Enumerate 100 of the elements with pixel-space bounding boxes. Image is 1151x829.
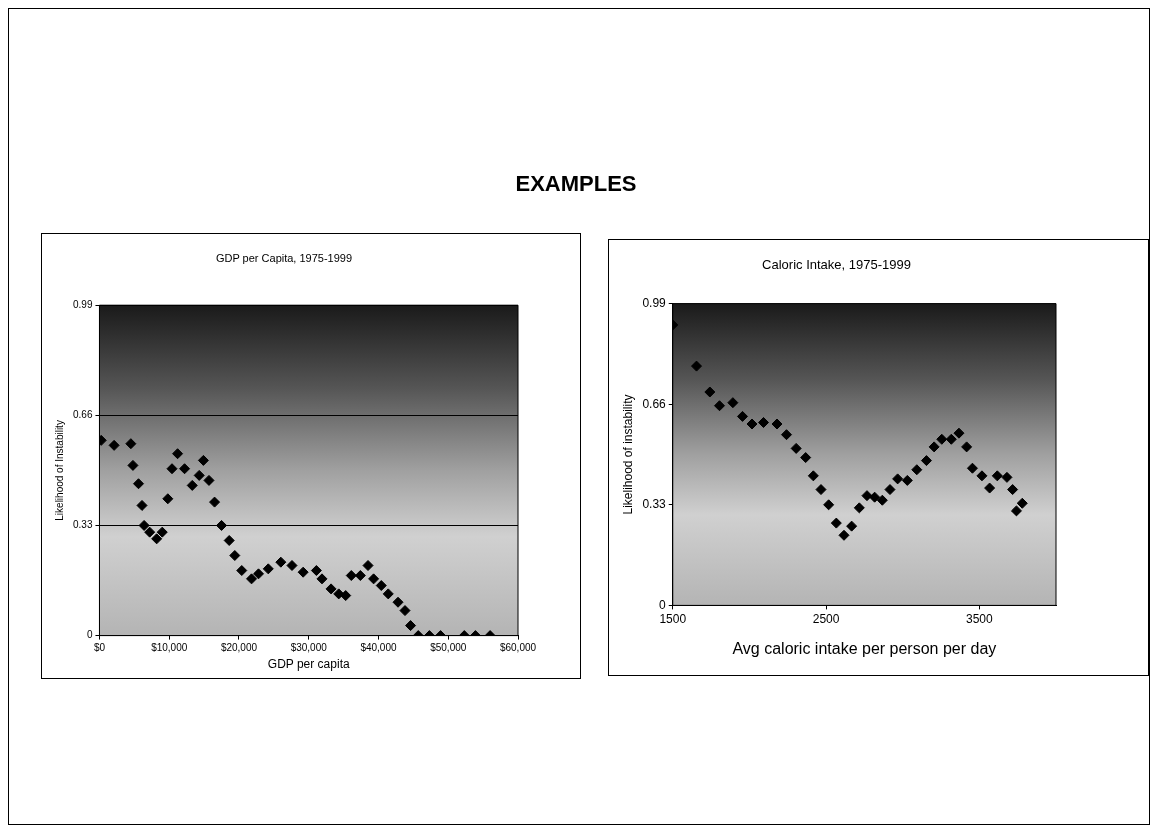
y-tick-label: 0.33 [72, 519, 93, 531]
point [127, 459, 139, 471]
x-tick-label: 1500 [659, 611, 687, 626]
point [727, 397, 739, 409]
point [354, 570, 366, 582]
x-tick-label: 3500 [966, 611, 994, 626]
y-tick-label: 0.33 [642, 497, 667, 512]
point [991, 470, 1003, 482]
point [193, 469, 205, 481]
point [966, 462, 978, 474]
point [1001, 471, 1013, 483]
point [807, 470, 819, 482]
point [800, 452, 812, 464]
point [399, 605, 411, 617]
point [310, 565, 322, 577]
point [125, 438, 137, 450]
point [1007, 484, 1019, 496]
point [156, 526, 168, 538]
point [911, 464, 923, 476]
point [133, 478, 145, 490]
chart-title: Caloric Intake, 1975-1999 [762, 257, 911, 273]
point [781, 429, 792, 441]
point [186, 479, 198, 491]
point [151, 533, 163, 545]
x-tick-label: $0 [93, 642, 106, 654]
point [340, 590, 352, 602]
point [815, 484, 827, 496]
x-tick-label: $40,000 [360, 642, 397, 654]
point [392, 596, 404, 608]
point [1016, 497, 1028, 509]
x-tick-label: 2500 [812, 611, 840, 626]
point [945, 433, 957, 445]
text: EXAMPLES [514, 171, 638, 197]
point [172, 448, 184, 460]
point [375, 580, 387, 592]
point [961, 441, 973, 453]
point [838, 529, 850, 541]
point [197, 454, 209, 466]
x-axis-title: Avg caloric intake per person per day [732, 639, 997, 657]
point [405, 620, 417, 632]
y-tick-label: 0.66 [72, 409, 93, 421]
point [362, 560, 374, 572]
point [138, 519, 150, 531]
point [876, 494, 888, 506]
point [179, 463, 191, 475]
point [275, 556, 287, 568]
point [262, 563, 274, 575]
point [846, 520, 858, 532]
x-tick-label: $10,000 [151, 642, 188, 654]
point [920, 455, 932, 467]
point [936, 433, 948, 445]
y-tick-label: 0 [659, 597, 667, 612]
x-tick-label: $50,000 [430, 642, 467, 654]
point [892, 473, 904, 485]
point [1010, 505, 1022, 517]
point [714, 400, 726, 412]
point [345, 570, 357, 582]
point [203, 474, 215, 486]
point [166, 463, 178, 475]
x-tick-label: $60,000 [499, 642, 537, 654]
x-axis-title: GDP per capita [267, 657, 350, 672]
point [216, 519, 228, 531]
point [325, 583, 337, 595]
x-tick-label: $30,000 [290, 642, 328, 654]
point [823, 499, 835, 511]
y-axis-title: Likelihood of instability [620, 394, 635, 515]
point [144, 526, 156, 538]
point [746, 418, 758, 430]
y-tick-label: 0.99 [72, 298, 93, 310]
point [691, 360, 703, 372]
point [286, 560, 298, 572]
y-axis-title: Likelihood of Instability [53, 420, 65, 521]
point [830, 517, 842, 529]
point [368, 573, 380, 585]
y-tick-label: 0 [86, 629, 93, 641]
point [853, 502, 865, 514]
point [246, 573, 258, 585]
x-tick-label: $20,000 [220, 642, 258, 654]
point [869, 491, 881, 503]
point [316, 573, 328, 585]
point [253, 568, 265, 580]
point [297, 566, 309, 578]
point [229, 550, 241, 561]
chart-title: GDP per Capita, 1975-1999 [215, 251, 353, 264]
point [223, 534, 235, 546]
point [758, 416, 770, 428]
point [976, 470, 988, 482]
point [236, 565, 248, 577]
point [162, 493, 174, 505]
point [984, 482, 996, 494]
point [884, 484, 896, 496]
point [737, 410, 749, 422]
point [928, 441, 940, 453]
point [382, 588, 394, 600]
point [136, 499, 148, 511]
y-tick-label: 0.99 [642, 295, 667, 310]
point [771, 418, 783, 430]
point [953, 427, 965, 439]
point [704, 386, 716, 398]
y-tick-label: 0.66 [642, 396, 667, 411]
